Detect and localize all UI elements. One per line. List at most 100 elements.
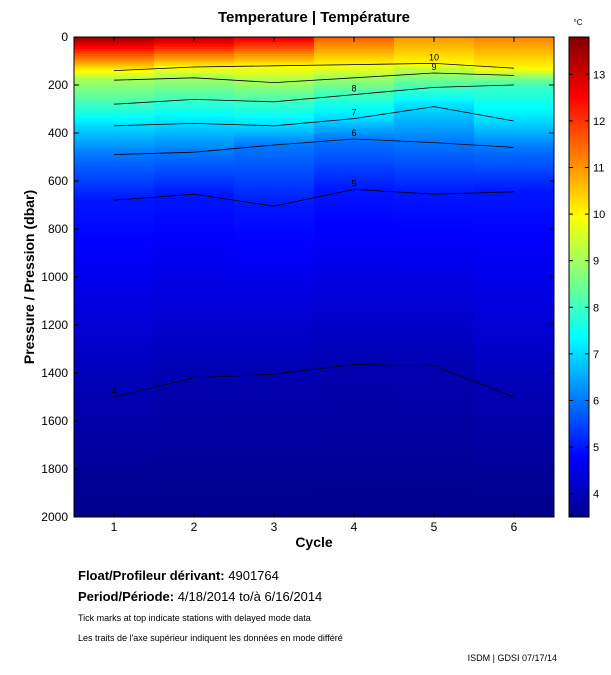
heat-cell: [394, 274, 475, 278]
heat-cell: [394, 229, 475, 232]
heat-cell: [154, 262, 235, 266]
heat-cell: [74, 257, 155, 261]
heat-cell: [74, 377, 155, 381]
heat-cell: [394, 113, 475, 117]
heat-cell: [234, 188, 315, 192]
heat-cell: [154, 392, 235, 396]
heat-cell: [474, 99, 554, 103]
heat-cell: [474, 61, 554, 64]
heat-cell: [394, 238, 475, 242]
heat-cell: [154, 137, 235, 141]
heat-cell: [474, 92, 554, 96]
heat-cell: [474, 481, 554, 484]
heat-cell: [234, 178, 315, 182]
heat-cell: [314, 217, 395, 220]
heat-cell: [474, 329, 554, 333]
heat-cell: [234, 65, 315, 69]
heat-cell: [74, 509, 155, 513]
heat-cell: [394, 509, 475, 513]
heat-cell: [154, 185, 235, 189]
heat-cell: [474, 394, 554, 398]
heat-cell: [474, 291, 554, 295]
heat-cell: [234, 77, 315, 81]
heat-cell: [154, 461, 235, 465]
heat-cell: [154, 157, 235, 160]
heat-cell: [154, 209, 235, 213]
heat-cell: [314, 205, 395, 208]
heat-cell: [234, 221, 315, 225]
heat-cell: [154, 226, 235, 230]
heat-cell: [474, 123, 554, 127]
heat-cell: [314, 401, 395, 405]
contour-label: 10: [429, 52, 439, 62]
heat-cell: [74, 339, 155, 343]
heat-cell: [394, 469, 475, 472]
heat-cell: [154, 161, 235, 165]
heat-cell: [474, 315, 554, 319]
heat-cell: [474, 113, 554, 117]
heat-cell: [314, 358, 395, 362]
heat-cell: [314, 471, 395, 475]
heat-cell: [234, 320, 315, 324]
heat-cell: [154, 361, 235, 364]
heat-cell: [394, 356, 475, 360]
heat-cell: [394, 461, 475, 465]
heat-cell: [314, 236, 395, 240]
heat-cell: [154, 70, 235, 74]
heat-cell: [314, 392, 395, 396]
heat-cell: [474, 469, 554, 472]
heat-cell: [314, 329, 395, 333]
heat-cell: [74, 164, 155, 168]
heat-cell: [474, 399, 554, 403]
heat-cell: [394, 65, 475, 69]
heat-cell: [154, 229, 235, 232]
heat-cell: [394, 433, 475, 436]
heat-cell: [154, 101, 235, 105]
heat-cell: [234, 99, 315, 103]
heat-cell: [234, 61, 315, 64]
y-tick-label: 1400: [41, 366, 68, 380]
heat-cell: [394, 171, 475, 175]
heat-cell: [154, 82, 235, 86]
heat-cell: [74, 351, 155, 355]
heat-cell: [314, 190, 395, 194]
heat-cell: [474, 322, 554, 326]
heat-cell: [474, 483, 554, 487]
heat-cell: [234, 301, 315, 304]
heat-cell: [154, 356, 235, 360]
heat-cell: [394, 457, 475, 460]
colorbar-tick-label: 13: [593, 69, 605, 81]
heat-cell: [154, 289, 235, 292]
heat-cell: [474, 140, 554, 144]
heat-cell: [234, 310, 315, 314]
heat-cell: [74, 442, 155, 446]
heat-cell: [234, 418, 315, 422]
heat-cell: [234, 473, 315, 477]
heat-cell: [234, 286, 315, 290]
heat-cell: [394, 49, 475, 52]
heat-cell: [74, 332, 155, 336]
heat-cell: [394, 399, 475, 403]
heat-cell: [474, 236, 554, 240]
heat-cell: [474, 286, 554, 290]
heat-cell: [154, 183, 235, 187]
y-tick-label: 600: [48, 174, 68, 188]
heat-cell: [234, 267, 315, 271]
heat-cell: [394, 255, 475, 259]
heat-cell: [314, 413, 395, 417]
heat-cell: [154, 368, 235, 372]
heat-cell: [74, 46, 155, 50]
heat-cell: [154, 337, 235, 340]
heat-cell: [234, 279, 315, 283]
heat-cell: [154, 85, 235, 88]
heat-cell: [314, 224, 395, 228]
heat-cell: [74, 157, 155, 160]
heat-cell: [74, 207, 155, 211]
heat-cell: [154, 149, 235, 153]
heat-cell: [394, 454, 475, 458]
heat-cell: [234, 315, 315, 319]
heat-cell: [394, 440, 475, 444]
heat-cell: [154, 483, 235, 487]
heat-cell: [74, 476, 155, 480]
heat-cell: [394, 358, 475, 362]
